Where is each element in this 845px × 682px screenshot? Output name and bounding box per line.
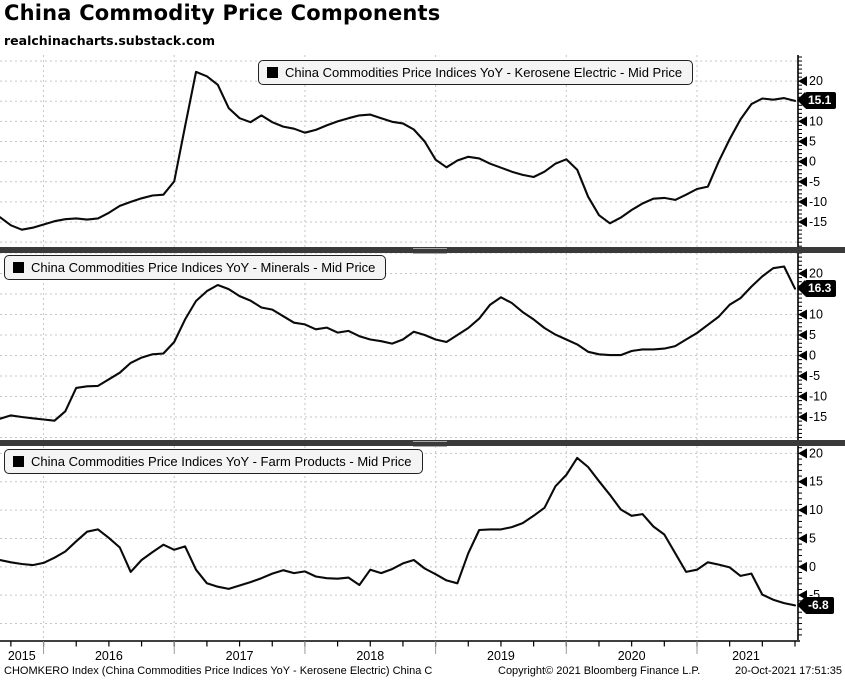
- chart-panel-farm-products: 20 15 10 5 0 -5 China Commodities Price Indic…: [0, 446, 845, 640]
- last-value-badge-minerals: 16.3: [796, 280, 837, 298]
- svg-text:-15: -15: [809, 410, 827, 424]
- svg-text:10: 10: [809, 114, 823, 128]
- svg-text:20: 20: [809, 74, 823, 88]
- legend-marker-icon: [13, 456, 24, 467]
- svg-text:0: 0: [809, 155, 816, 169]
- svg-text:5: 5: [809, 328, 816, 342]
- svg-text:0: 0: [809, 560, 816, 574]
- legend-marker-icon: [267, 67, 278, 78]
- svg-text:-10: -10: [809, 390, 827, 404]
- svg-text:0: 0: [809, 349, 816, 363]
- x-axis-year-label: 2016: [95, 649, 123, 663]
- x-axis-year-label: 2018: [356, 649, 384, 663]
- legend-kerosene-electric[interactable]: China Commodities Price Indices YoY - Ke…: [258, 60, 694, 85]
- divider-grip-handle[interactable]: [413, 441, 447, 447]
- svg-text:5: 5: [809, 135, 816, 149]
- svg-text:-10: -10: [809, 195, 827, 209]
- svg-text:10: 10: [809, 308, 823, 322]
- page-title: China Commodity Price Components: [4, 1, 441, 25]
- svg-text:5: 5: [809, 531, 816, 545]
- x-axis-year-label: 2021: [732, 649, 760, 663]
- legend-minerals[interactable]: China Commodities Price Indices YoY - Mi…: [4, 255, 387, 280]
- legend-label: China Commodities Price Indices YoY - Fa…: [31, 454, 412, 469]
- legend-marker-icon: [13, 262, 24, 273]
- svg-text:15: 15: [809, 475, 823, 489]
- last-value-badge-kerosene: 15.1: [796, 92, 837, 110]
- svg-text:20: 20: [809, 446, 823, 460]
- panel-divider: [0, 247, 845, 254]
- legend-farm-products[interactable]: China Commodities Price Indices YoY - Fa…: [4, 449, 423, 474]
- svg-text:20: 20: [809, 267, 823, 281]
- panel-divider: [0, 440, 845, 447]
- x-axis-year-label: 2017: [226, 649, 254, 663]
- last-value-badge-farm-products: -6.8: [797, 596, 834, 614]
- divider-grip-handle[interactable]: [413, 248, 447, 254]
- footer-timestamp: 20-Oct-2021 17:51:35: [734, 665, 842, 677]
- page-subtitle: realchinacharts.substack.com: [4, 33, 215, 48]
- footer-copyright: Copyright© 2021 Bloomberg Finance L.P.: [498, 665, 701, 677]
- svg-text:-5: -5: [809, 369, 820, 383]
- x-axis-year-label: 2020: [618, 649, 646, 663]
- chart-panel-kerosene-electric: 20 10 5 0 -5 -10 -15 China Commodities Price I…: [0, 55, 845, 247]
- legend-label: China Commodities Price Indices YoY - Ke…: [285, 65, 683, 80]
- minerals-line-plot: 20 10 5 0 -5 -10 -15: [0, 253, 827, 440]
- x-axis-year-label: 2019: [487, 649, 515, 663]
- x-axis-years: 2015 2016 2017 2018 2019 2020 2021: [0, 640, 800, 663]
- svg-text:-5: -5: [809, 175, 820, 189]
- legend-label: China Commodities Price Indices YoY - Mi…: [31, 260, 376, 275]
- svg-text:-15: -15: [809, 215, 827, 229]
- footer-ticker-text: CHOMKERO Index (China Commodities Price …: [4, 665, 433, 677]
- x-axis-year-label: 2015: [8, 649, 36, 663]
- kerosene-line-plot: 20 10 5 0 -5 -10 -15: [0, 55, 827, 247]
- farm-products-line-plot: 20 15 10 5 0 -5: [0, 446, 823, 640]
- svg-text:10: 10: [809, 503, 823, 517]
- chart-panel-minerals: 20 10 5 0 -5 -10 -15 China Commodities Price I…: [0, 253, 845, 440]
- svg-text:-5: -5: [809, 588, 820, 602]
